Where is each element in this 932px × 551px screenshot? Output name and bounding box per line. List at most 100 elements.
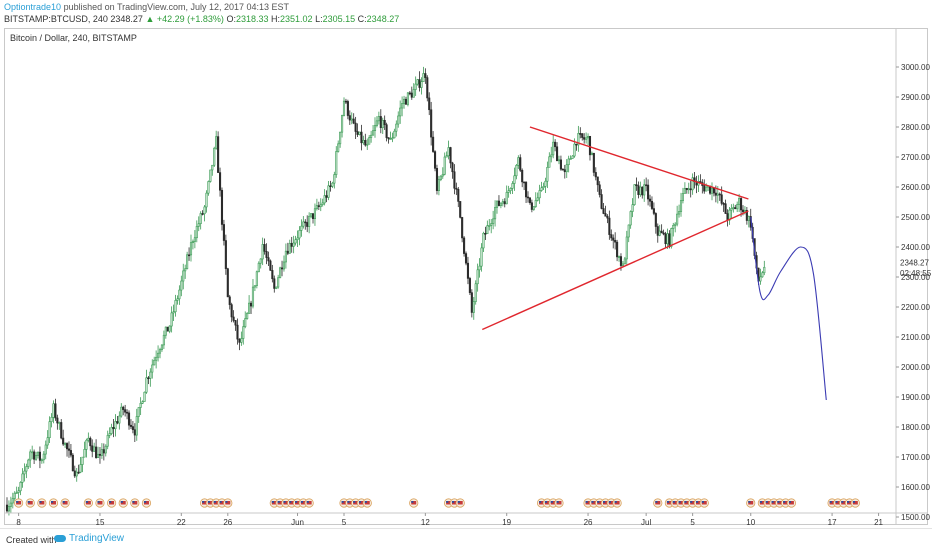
flag-icon-canton — [347, 501, 350, 503]
candle-body — [511, 183, 514, 189]
open-value: 2318.33 — [235, 14, 269, 24]
candle-body — [236, 324, 239, 340]
candle-body — [705, 186, 708, 192]
flag-icon — [27, 501, 33, 505]
candle-body — [352, 118, 355, 124]
candle-body — [230, 304, 233, 318]
candle-body — [95, 446, 98, 458]
flag-icon-canton — [277, 501, 280, 503]
tradingview-logo[interactable]: TradingView — [54, 533, 124, 544]
flag-icon — [701, 501, 707, 505]
candle-body — [166, 326, 169, 332]
chart-frame[interactable] — [4, 28, 928, 525]
x-tick-label: 8 — [16, 518, 21, 527]
last-price-label: 2348.27 — [900, 259, 929, 268]
flag-icon-canton — [225, 501, 228, 503]
candle-body — [131, 426, 134, 430]
candle-body — [523, 181, 526, 184]
x-tick-label: 26 — [223, 518, 232, 527]
candle-body — [77, 471, 80, 474]
candle-body — [437, 179, 440, 191]
candle-body — [544, 180, 547, 187]
candle-body — [720, 194, 723, 204]
flag-icon-canton — [550, 501, 553, 503]
flag-icon — [451, 501, 457, 505]
candle-body — [155, 356, 158, 361]
candle-body — [453, 171, 456, 189]
candle-body — [759, 276, 762, 282]
candle-body — [64, 443, 67, 445]
candle-body — [631, 204, 634, 212]
flag-icon-canton — [364, 501, 367, 503]
candle-body — [681, 193, 684, 201]
flag-icon — [358, 501, 364, 505]
candle-body — [550, 154, 553, 158]
chart-header: Optiontrade10 published on TradingView.c… — [0, 0, 932, 28]
flag-icon-canton — [539, 501, 542, 503]
candle-body — [586, 135, 590, 139]
candle-body — [98, 453, 102, 456]
author-link[interactable]: Optiontrade10 — [4, 2, 62, 12]
candle-body — [228, 296, 231, 305]
candle-body — [294, 239, 297, 244]
upper-trendline[interactable] — [529, 126, 749, 200]
flag-icon-canton — [777, 501, 780, 503]
candle-body — [447, 147, 450, 157]
lower-trendline[interactable] — [482, 210, 749, 331]
created-with-label: Created with — [6, 535, 57, 545]
flag-icon — [602, 501, 608, 505]
candle-body — [360, 131, 363, 144]
candle-body — [205, 192, 208, 208]
candle-body — [52, 403, 55, 418]
candle-body — [277, 277, 280, 288]
candle-body — [683, 188, 686, 194]
candle-body — [11, 498, 14, 504]
candle-body — [457, 189, 460, 202]
candle-body — [433, 151, 437, 169]
candle-body — [17, 490, 20, 493]
candle-body — [19, 482, 22, 492]
candle-body — [89, 437, 92, 447]
projection-curve[interactable] — [750, 216, 827, 401]
candle-body — [69, 450, 72, 456]
drawings-layer — [482, 126, 827, 401]
flag-icon-canton — [97, 501, 100, 503]
candle-body — [182, 270, 185, 282]
flag-icon-canton — [829, 501, 832, 503]
candle-body — [404, 98, 408, 105]
candle-body — [5, 504, 9, 512]
candle-body — [703, 185, 706, 192]
candle-body — [507, 190, 510, 193]
candle-body — [691, 177, 694, 191]
candle-body — [15, 492, 18, 494]
candle-body — [178, 289, 181, 300]
candle-body — [54, 403, 57, 419]
flag-icon-canton — [457, 501, 460, 503]
candle-body — [279, 267, 282, 279]
candle-body — [292, 242, 295, 247]
candle-body — [497, 200, 501, 206]
flag-icon-canton — [295, 501, 298, 503]
candlestick-chart[interactable]: 1500.00 1600.00 1700.00 1800.00 1900.00 2000.… — [0, 0, 932, 528]
candle-body — [416, 79, 419, 85]
flag-icon — [300, 501, 306, 505]
candle-body — [637, 185, 640, 195]
flag-icon-canton — [271, 501, 274, 503]
flag-icon — [306, 501, 312, 505]
candle-body — [734, 207, 737, 210]
candle-body — [358, 131, 361, 135]
candle-body — [445, 155, 448, 158]
candle-body — [716, 193, 719, 196]
candle-body — [354, 122, 357, 132]
candle-body — [153, 359, 156, 366]
flag-icon — [777, 501, 783, 505]
flag-icon-canton — [678, 501, 681, 503]
candle-body — [310, 213, 313, 217]
candle-body — [333, 174, 336, 184]
flag-icon-canton — [684, 501, 687, 503]
candle-body — [461, 217, 464, 239]
y-tick-label: 1800.00 — [901, 423, 930, 432]
candle-body — [306, 222, 309, 227]
candle-body — [565, 164, 568, 173]
candle-body — [9, 502, 12, 507]
